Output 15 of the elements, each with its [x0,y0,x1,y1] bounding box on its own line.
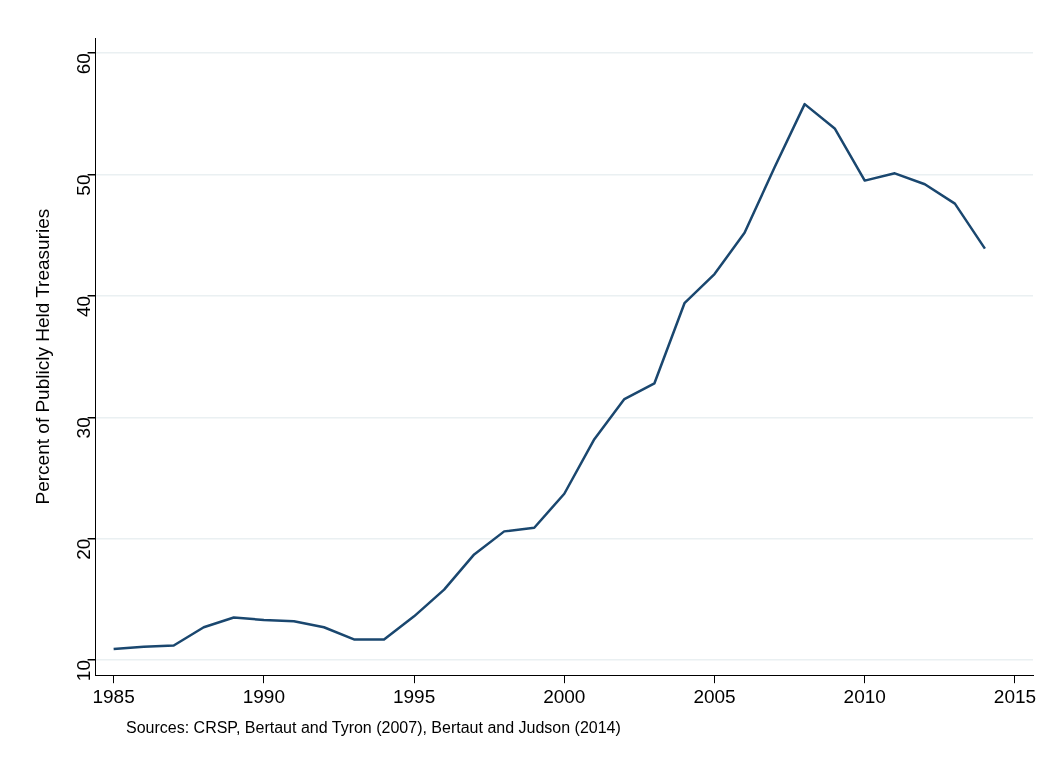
y-tick-label: 20 [72,538,94,560]
y-tick-label: 40 [72,295,94,318]
y-tick-label: 50 [72,174,94,196]
y-axis-title: Percent of Publicly Held Treasuries [31,208,53,505]
x-tick-label: 2015 [993,685,1037,707]
y-tick-label: 10 [72,660,94,682]
x-tick-label: 2000 [543,685,586,707]
x-tick-label: 2005 [693,685,736,707]
y-tick-label: 30 [72,417,94,439]
x-tick-label: 1985 [92,685,135,707]
source-note: Sources: CRSP, Bertaut and Tyron (2007), Bertaut and Judson (2014) [126,718,621,736]
x-tick-label: 2010 [843,685,886,707]
y-tick-label: 60 [72,53,94,75]
x-tick-label: 1995 [392,685,436,707]
x-tick-label: 1990 [242,685,285,707]
